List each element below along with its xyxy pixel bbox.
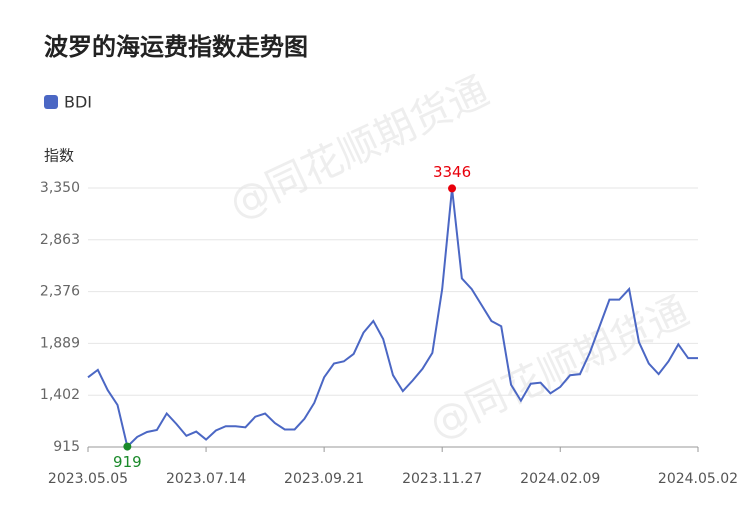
data-line: [87, 188, 698, 449]
legend-swatch: [44, 95, 58, 109]
x-tick-label: 2023.07.14: [166, 471, 246, 487]
watermark: @同花顺期货通: [423, 288, 696, 448]
x-tick-label: 2024.05.02: [658, 471, 738, 487]
y-tick-label: 1,889: [40, 335, 80, 351]
y-tick-label: 3,350: [40, 180, 80, 196]
chart-title: 波罗的海运费指数走势图: [44, 33, 308, 61]
x-tick-label: 2023.05.05: [48, 471, 128, 487]
watermark: @同花顺期货通: [223, 68, 496, 228]
x-tick-label: 2023.09.21: [284, 471, 364, 487]
legend-label: BDI: [64, 93, 92, 112]
y-tick-label: 2,863: [40, 232, 80, 248]
x-tick-label: 2024.02.09: [520, 471, 600, 487]
extreme-label: 919: [113, 453, 142, 471]
extreme-point: [448, 184, 457, 193]
y-axis-label: 指数: [44, 147, 74, 165]
y-tick-label: 915: [53, 439, 80, 455]
extreme-point: [123, 442, 132, 451]
extreme-label: 3346: [433, 163, 471, 181]
x-tick-label: 2023.11.27: [402, 471, 482, 487]
y-tick-label: 1,402: [40, 387, 80, 403]
y-tick-label: 2,376: [40, 284, 80, 300]
